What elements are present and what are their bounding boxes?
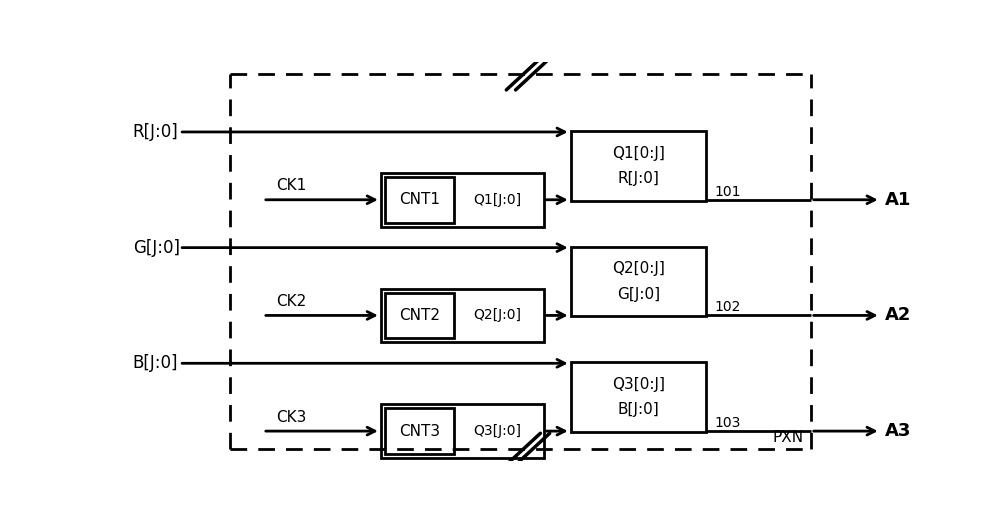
Text: B[J:0]: B[J:0] — [618, 402, 659, 418]
Text: CK1: CK1 — [276, 178, 306, 193]
Text: R[J:0]: R[J:0] — [618, 171, 659, 186]
Text: B[J:0]: B[J:0] — [133, 354, 178, 372]
Bar — [381, 289, 544, 342]
Bar — [385, 408, 454, 454]
Text: 101: 101 — [714, 185, 740, 199]
Text: CNT3: CNT3 — [399, 424, 440, 439]
Text: A2: A2 — [885, 307, 911, 324]
Text: R[J:0]: R[J:0] — [133, 123, 178, 141]
Bar — [381, 173, 544, 227]
Text: A3: A3 — [885, 422, 911, 440]
Text: 103: 103 — [714, 416, 740, 430]
Text: CK3: CK3 — [276, 410, 306, 425]
Text: Q3[J:0]: Q3[J:0] — [473, 424, 521, 438]
Text: G[J:0]: G[J:0] — [133, 239, 180, 256]
Text: PXN: PXN — [772, 430, 803, 445]
Text: 102: 102 — [714, 300, 740, 314]
Text: CNT1: CNT1 — [399, 192, 440, 207]
Text: Q1[0:J]: Q1[0:J] — [612, 146, 665, 161]
Text: Q2[J:0]: Q2[J:0] — [473, 308, 521, 322]
Text: Q1[J:0]: Q1[J:0] — [473, 193, 521, 207]
Bar — [571, 362, 706, 432]
Text: Q3[0:J]: Q3[0:J] — [612, 377, 665, 392]
Text: CNT2: CNT2 — [399, 308, 440, 323]
Bar — [571, 131, 706, 201]
Text: CK2: CK2 — [276, 294, 306, 309]
Text: G[J:0]: G[J:0] — [617, 287, 660, 302]
Bar — [381, 404, 544, 458]
Bar — [385, 177, 454, 223]
Bar — [385, 293, 454, 338]
Bar — [571, 247, 706, 316]
Text: Q2[0:J]: Q2[0:J] — [612, 261, 665, 276]
Text: A1: A1 — [885, 191, 911, 209]
